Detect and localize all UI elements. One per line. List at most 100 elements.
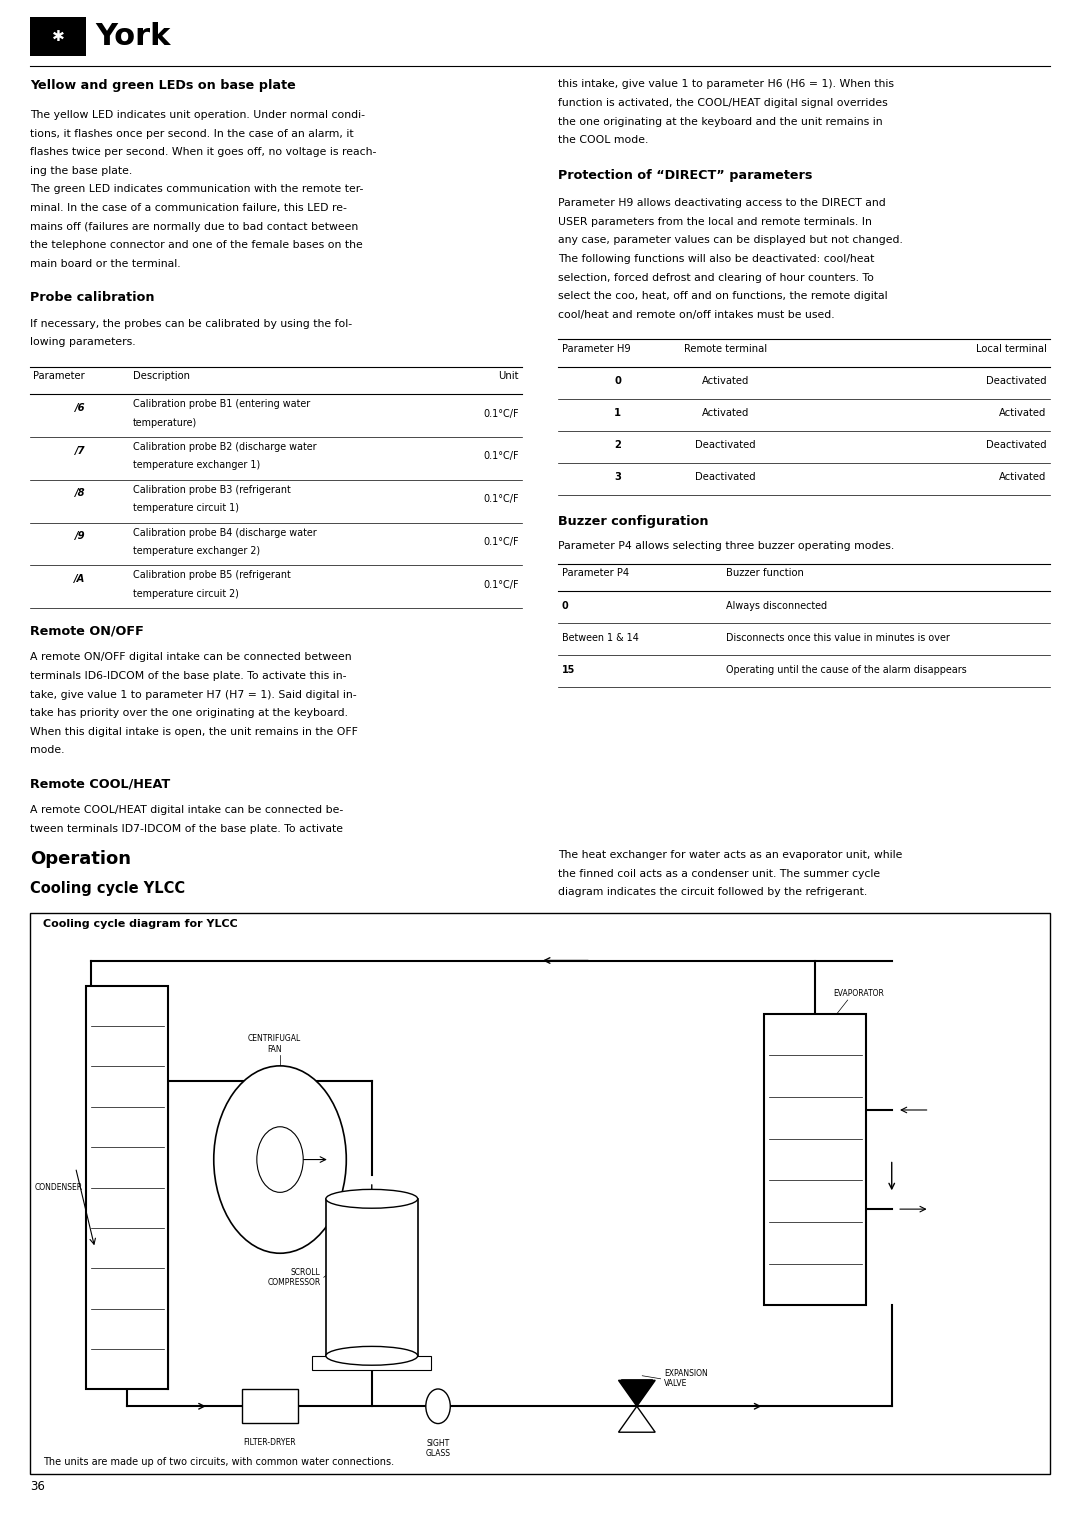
- Text: Deactivated: Deactivated: [696, 440, 756, 450]
- Text: Unit: Unit: [498, 371, 518, 382]
- Text: 0: 0: [615, 376, 621, 386]
- Text: Local terminal: Local terminal: [975, 344, 1047, 354]
- Text: 3: 3: [615, 472, 621, 483]
- Text: Deactivated: Deactivated: [986, 440, 1047, 450]
- Circle shape: [214, 1066, 347, 1254]
- Text: take, give value 1 to parameter H7 (H7 = 1). Said digital in-: take, give value 1 to parameter H7 (H7 =…: [30, 690, 356, 699]
- Text: Buzzer configuration: Buzzer configuration: [558, 515, 708, 528]
- Circle shape: [257, 1127, 303, 1193]
- Text: 0: 0: [562, 600, 568, 611]
- Text: cool/heat and remote on/off intakes must be used.: cool/heat and remote on/off intakes must…: [558, 310, 835, 321]
- Text: the telephone connector and one of the female bases on the: the telephone connector and one of the f…: [30, 240, 363, 250]
- Text: Parameter: Parameter: [33, 371, 85, 382]
- Text: Activated: Activated: [702, 376, 750, 386]
- Polygon shape: [619, 1380, 656, 1406]
- Text: Calibration probe B3 (refrigerant: Calibration probe B3 (refrigerant: [133, 486, 291, 495]
- Text: USER parameters from the local and remote terminals. In: USER parameters from the local and remot…: [558, 217, 873, 228]
- Text: 2: 2: [615, 440, 621, 450]
- Text: The green LED indicates communication with the remote ter-: The green LED indicates communication wi…: [30, 185, 364, 194]
- Text: A remote COOL/HEAT digital intake can be connected be-: A remote COOL/HEAT digital intake can be…: [30, 805, 343, 815]
- Text: Yellow and green LEDs on base plate: Yellow and green LEDs on base plate: [30, 79, 296, 93]
- Text: Calibration probe B1 (entering water: Calibration probe B1 (entering water: [133, 400, 310, 409]
- Text: Parameter P4 allows selecting three buzzer operating modes.: Parameter P4 allows selecting three buzz…: [558, 541, 894, 551]
- Text: 15: 15: [562, 664, 575, 675]
- Text: main board or the terminal.: main board or the terminal.: [30, 260, 180, 269]
- Text: The yellow LED indicates unit operation. Under normal condi-: The yellow LED indicates unit operation.…: [30, 110, 365, 121]
- Bar: [86, 986, 167, 1390]
- Text: lowing parameters.: lowing parameters.: [30, 337, 136, 348]
- Text: Always disconnected: Always disconnected: [726, 600, 827, 611]
- Text: Description: Description: [133, 371, 190, 382]
- Text: A remote ON/OFF digital intake can be connected between: A remote ON/OFF digital intake can be co…: [30, 652, 352, 663]
- Text: CENTRIFUGAL
FAN: CENTRIFUGAL FAN: [248, 1034, 301, 1054]
- Text: The following functions will also be deactivated: cool/heat: The following functions will also be dea…: [558, 253, 875, 264]
- Text: Activated: Activated: [999, 472, 1047, 483]
- Text: temperature circuit 1): temperature circuit 1): [133, 504, 239, 513]
- Circle shape: [426, 1390, 450, 1423]
- Text: minal. In the case of a communication failure, this LED re-: minal. In the case of a communication fa…: [30, 203, 347, 214]
- Text: Between 1 & 14: Between 1 & 14: [562, 632, 638, 643]
- Bar: [312, 1356, 431, 1370]
- Text: Calibration probe B4 (discharge water: Calibration probe B4 (discharge water: [133, 528, 316, 538]
- Text: diagram indicates the circuit followed by the refrigerant.: diagram indicates the circuit followed b…: [558, 887, 867, 898]
- Text: flashes twice per second. When it goes off, no voltage is reach-: flashes twice per second. When it goes o…: [30, 147, 377, 157]
- Text: temperature): temperature): [133, 418, 197, 428]
- Text: mode.: mode.: [30, 745, 65, 756]
- Text: 0.1°C/F: 0.1°C/F: [483, 452, 518, 461]
- Text: /9: /9: [75, 531, 85, 541]
- Text: Remote ON/OFF: Remote ON/OFF: [30, 625, 144, 638]
- Text: function is activated, the COOL/HEAT digital signal overrides: function is activated, the COOL/HEAT dig…: [558, 98, 888, 108]
- Text: ✱: ✱: [52, 29, 65, 44]
- Text: temperature exchanger 2): temperature exchanger 2): [133, 547, 260, 556]
- Text: /A: /A: [75, 574, 85, 583]
- Text: tween terminals ID7-IDCOM of the base plate. To activate: tween terminals ID7-IDCOM of the base pl…: [30, 825, 343, 834]
- Text: Buzzer function: Buzzer function: [726, 568, 804, 579]
- Text: temperature circuit 2): temperature circuit 2): [133, 589, 239, 599]
- Text: /7: /7: [75, 446, 85, 455]
- Text: York: York: [95, 23, 171, 50]
- Text: Remote terminal: Remote terminal: [685, 344, 767, 354]
- Text: 0.1°C/F: 0.1°C/F: [483, 495, 518, 504]
- Bar: [30, 17, 86, 56]
- Ellipse shape: [326, 1190, 418, 1208]
- Text: CONDENSER: CONDENSER: [35, 1183, 83, 1193]
- Text: Activated: Activated: [702, 408, 750, 418]
- Text: Deactivated: Deactivated: [696, 472, 756, 483]
- Text: Remote COOL/HEAT: Remote COOL/HEAT: [30, 777, 171, 791]
- Text: Cooling cycle YLCC: Cooling cycle YLCC: [30, 881, 186, 896]
- Text: take has priority over the one originating at the keyboard.: take has priority over the one originati…: [30, 709, 348, 718]
- Text: the finned coil acts as a condenser unit. The summer cycle: the finned coil acts as a condenser unit…: [558, 869, 880, 880]
- Text: Protection of “DIRECT” parameters: Protection of “DIRECT” parameters: [558, 169, 813, 182]
- Text: Parameter H9: Parameter H9: [562, 344, 631, 354]
- Text: Operating until the cause of the alarm disappears: Operating until the cause of the alarm d…: [726, 664, 967, 675]
- Text: Cooling cycle diagram for YLCC: Cooling cycle diagram for YLCC: [43, 919, 238, 928]
- Text: the COOL mode.: the COOL mode.: [558, 136, 649, 145]
- Text: SCROLL
COMPRESSOR: SCROLL COMPRESSOR: [267, 1267, 321, 1287]
- Text: ing the base plate.: ing the base plate.: [30, 166, 133, 176]
- Text: 1: 1: [615, 408, 621, 418]
- Text: The heat exchanger for water acts as an evaporator unit, while: The heat exchanger for water acts as an …: [558, 851, 903, 860]
- Text: EVAPORATOR: EVAPORATOR: [833, 989, 883, 999]
- Text: any case, parameter values can be displayed but not changed.: any case, parameter values can be displa…: [558, 235, 903, 246]
- Text: the one originating at the keyboard and the unit remains in: the one originating at the keyboard and …: [558, 116, 883, 127]
- Text: /8: /8: [75, 489, 85, 498]
- Text: When this digital intake is open, the unit remains in the OFF: When this digital intake is open, the un…: [30, 727, 359, 738]
- Text: terminals ID6-IDCOM of the base plate. To activate this in-: terminals ID6-IDCOM of the base plate. T…: [30, 670, 347, 681]
- Ellipse shape: [326, 1347, 418, 1365]
- Text: Activated: Activated: [999, 408, 1047, 418]
- Text: select the coo, heat, off and on functions, the remote digital: select the coo, heat, off and on functio…: [558, 292, 888, 301]
- Text: this intake, give value 1 to parameter H6 (H6 = 1). When this: this intake, give value 1 to parameter H…: [558, 79, 894, 90]
- Polygon shape: [619, 1406, 656, 1432]
- Text: Parameter H9 allows deactivating access to the DIRECT and: Parameter H9 allows deactivating access …: [558, 199, 886, 208]
- Text: mains off (failures are normally due to bad contact between: mains off (failures are normally due to …: [30, 221, 359, 232]
- Text: EXPANSION
VALVE: EXPANSION VALVE: [664, 1370, 707, 1388]
- Text: Calibration probe B5 (refrigerant: Calibration probe B5 (refrigerant: [133, 571, 291, 580]
- Text: Probe calibration: Probe calibration: [30, 292, 154, 304]
- Text: 0.1°C/F: 0.1°C/F: [483, 409, 518, 418]
- Text: Disconnects once this value in minutes is over: Disconnects once this value in minutes i…: [726, 632, 949, 643]
- Text: Deactivated: Deactivated: [986, 376, 1047, 386]
- Text: 0.1°C/F: 0.1°C/F: [483, 580, 518, 589]
- Text: If necessary, the probes can be calibrated by using the fol-: If necessary, the probes can be calibrat…: [30, 319, 352, 328]
- Text: SIGHT
GLASS: SIGHT GLASS: [426, 1438, 450, 1458]
- Text: 0.1°C/F: 0.1°C/F: [483, 538, 518, 547]
